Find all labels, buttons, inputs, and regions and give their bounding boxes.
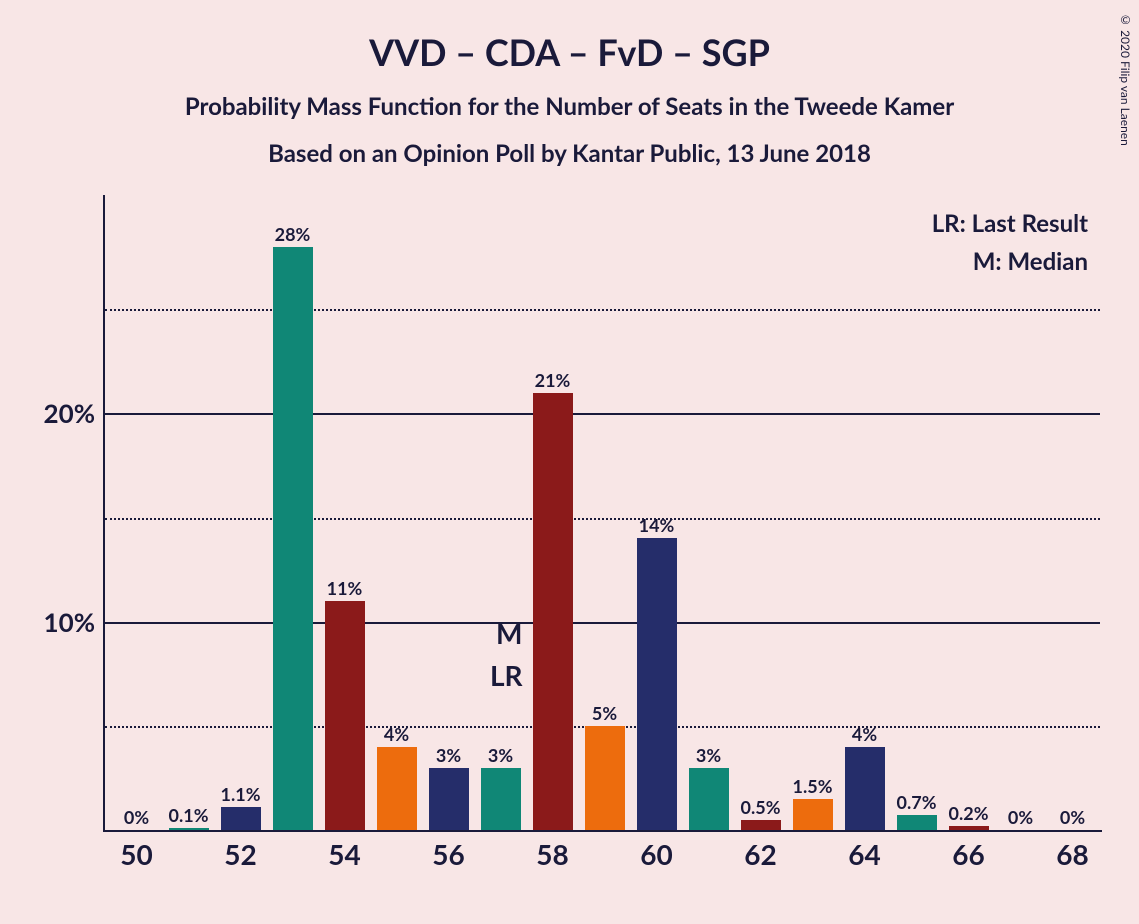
bar-value-label: 14% (639, 514, 675, 536)
bar-value-label: 0.2% (949, 802, 989, 824)
bar (481, 768, 521, 831)
bar-value-label: 3% (436, 744, 461, 766)
xtick-label: 68 (1056, 837, 1088, 871)
y-axis (103, 195, 105, 832)
legend-lr: LR: Last Result (932, 209, 1088, 238)
bar-value-label: 0% (124, 806, 149, 828)
legend-m: M: Median (973, 247, 1088, 276)
bar-value-label: 3% (488, 744, 513, 766)
gridline-minor (105, 309, 1100, 311)
xtick-label: 50 (120, 837, 152, 871)
bar-value-label: 11% (327, 577, 363, 599)
chart-subtitle-1: Probability Mass Function for the Number… (0, 74, 1139, 121)
bar (377, 747, 417, 830)
bar-value-label: 3% (696, 744, 721, 766)
xtick-label: 66 (952, 837, 984, 871)
ytick-label: 20% (44, 397, 95, 429)
bar (689, 768, 729, 831)
xtick-label: 54 (328, 837, 360, 871)
bar-value-label: 0% (1008, 806, 1033, 828)
chart-subtitle-2: Based on an Opinion Poll by Kantar Publi… (0, 121, 1139, 168)
xtick-label: 56 (432, 837, 464, 871)
xtick-label: 60 (640, 837, 672, 871)
xtick-label: 58 (536, 837, 568, 871)
chart-title: VVD – CDA – FvD – SGP (0, 0, 1139, 74)
bar (949, 826, 989, 830)
bar-value-label: 1.1% (221, 783, 261, 805)
bar (221, 807, 261, 830)
gridline-minor (105, 518, 1100, 520)
marker-median: M (478, 616, 523, 650)
xtick-label: 62 (744, 837, 776, 871)
bar (741, 820, 781, 830)
bar (585, 726, 625, 830)
copyright-text: © 2020 Filip van Laenen (1118, 12, 1133, 146)
bar (169, 828, 209, 830)
bar (325, 601, 365, 830)
bar (429, 768, 469, 831)
ytick-label: 10% (44, 606, 95, 638)
bar-value-label: 0% (1060, 806, 1085, 828)
x-axis (103, 830, 1102, 832)
gridline-major (105, 413, 1100, 415)
bar (273, 247, 313, 830)
bar (897, 815, 937, 830)
bar-value-label: 1.5% (793, 775, 833, 797)
bar (845, 747, 885, 830)
bar-value-label: 0.1% (169, 804, 209, 826)
xtick-label: 52 (224, 837, 256, 871)
xtick-label: 64 (848, 837, 880, 871)
bar (533, 393, 573, 831)
bar-value-label: 5% (592, 702, 617, 724)
gridline-major (105, 622, 1100, 624)
marker-last-result: LR (478, 658, 523, 692)
bar-value-label: 0.5% (741, 796, 781, 818)
bar (637, 538, 677, 830)
bar-value-label: 4% (384, 723, 409, 745)
bar-value-label: 4% (852, 723, 877, 745)
bar (793, 799, 833, 830)
bar-value-label: 21% (535, 369, 571, 391)
bar-value-label: 28% (275, 223, 311, 245)
chart-plot-area: LR: Last Result M: Median 10%20%50525456… (105, 205, 1100, 830)
bar-value-label: 0.7% (897, 791, 937, 813)
